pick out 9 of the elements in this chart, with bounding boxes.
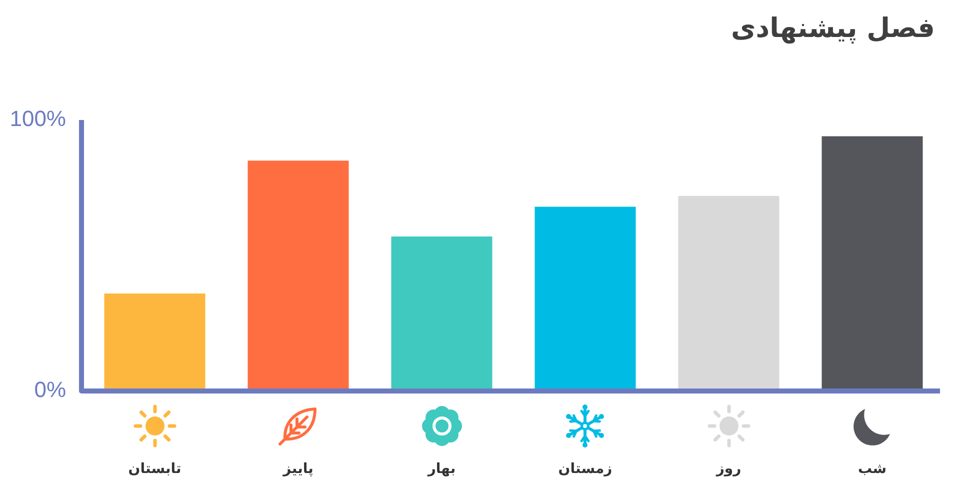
- x-tick-label: روز: [715, 461, 742, 478]
- x-tick-label: بهار: [426, 461, 456, 478]
- x-tick-label: تابستان: [128, 461, 182, 478]
- x-tick-label: پاییز: [282, 461, 314, 478]
- y-tick-label: 100%: [10, 106, 66, 132]
- chart-title: فصل پیشنهادی: [730, 12, 935, 46]
- x-tick-label: زمستان: [558, 461, 612, 478]
- y-tick-label: 0%: [34, 377, 66, 402]
- x-tick-label: شب: [858, 461, 887, 478]
